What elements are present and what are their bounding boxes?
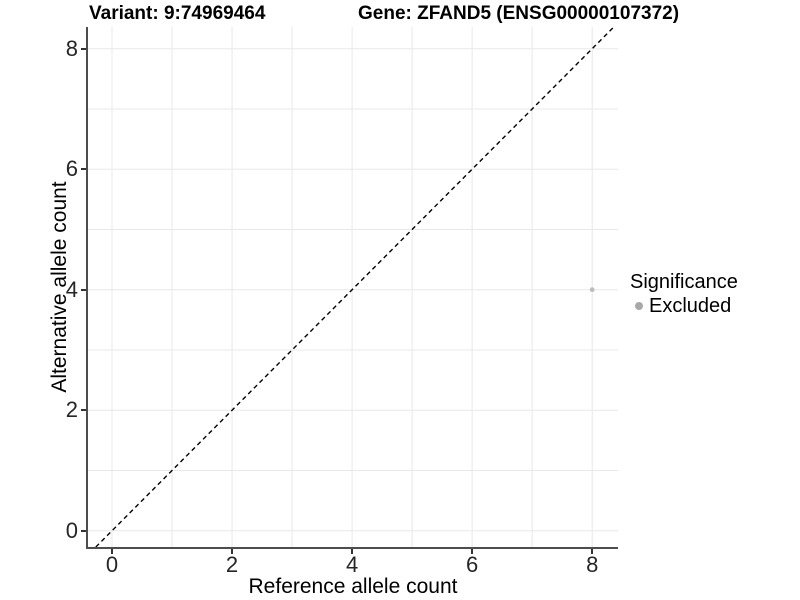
legend-point-icon: [635, 302, 643, 310]
x-tick-mark: [471, 549, 474, 554]
plot-canvas: [88, 27, 618, 547]
x-tick-label: 6: [466, 552, 479, 577]
x-tick-label: 2: [225, 552, 239, 577]
legend-entry: Excluded: [630, 294, 738, 318]
y-tick-mark: [81, 409, 86, 412]
y-axis-title: Alternative allele count: [48, 181, 71, 393]
y-tick-label: 6: [65, 156, 78, 182]
gene-title: Gene: ZFAND5 (ENSG00000107372): [358, 3, 680, 24]
legend: Significance Excluded: [630, 270, 738, 318]
x-tick-mark: [111, 549, 113, 554]
y-tick-label: 8: [65, 35, 78, 61]
identity-line: [95, 27, 615, 547]
y-tick-label: 4: [65, 276, 78, 302]
y-tick-label: 2: [65, 397, 78, 423]
x-tick-mark: [591, 549, 594, 554]
x-tick-label: 4: [345, 552, 359, 577]
x-axis-title: Reference allele count: [248, 575, 458, 598]
y-axis-line: [86, 27, 88, 549]
legend-label: Excluded: [649, 295, 732, 317]
plot-panel: [88, 27, 618, 547]
x-tick-mark: [231, 549, 234, 554]
data-point: [589, 287, 595, 293]
y-tick-mark: [81, 288, 86, 291]
y-tick-label: 0: [65, 517, 78, 543]
x-tick-mark: [351, 549, 354, 554]
x-axis-line: [86, 547, 618, 549]
y-tick-mark: [81, 529, 86, 532]
legend-entries: Excluded: [630, 294, 738, 318]
legend-title: Significance: [630, 271, 738, 293]
y-tick-mark: [81, 47, 86, 50]
variant-title: Variant: 9:74969464: [89, 3, 266, 24]
y-tick-mark: [81, 168, 86, 171]
x-tick-label: 0: [105, 552, 119, 577]
x-tick-label: 8: [586, 552, 599, 577]
